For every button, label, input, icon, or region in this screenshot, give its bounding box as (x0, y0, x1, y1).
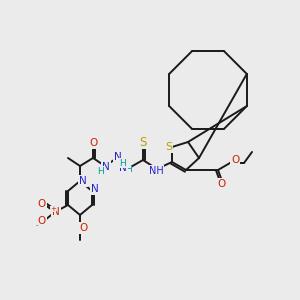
Text: H: H (98, 167, 104, 176)
Text: +: + (50, 206, 56, 212)
Text: O: O (231, 155, 239, 165)
Text: H: H (124, 164, 131, 173)
Text: O: O (89, 138, 97, 148)
Text: O: O (218, 179, 226, 189)
Text: N: N (102, 162, 110, 172)
Text: S: S (139, 136, 147, 148)
Text: N: N (114, 152, 122, 162)
Text: S: S (165, 142, 172, 152)
Text: H: H (118, 158, 125, 167)
Text: O: O (38, 199, 46, 209)
Text: N: N (52, 207, 60, 217)
Text: O: O (80, 223, 88, 233)
Text: N: N (79, 176, 87, 186)
Text: NH: NH (148, 166, 164, 176)
Text: -: - (36, 222, 38, 228)
Text: N: N (119, 163, 127, 173)
Text: O: O (38, 216, 46, 226)
Text: N: N (91, 184, 99, 194)
